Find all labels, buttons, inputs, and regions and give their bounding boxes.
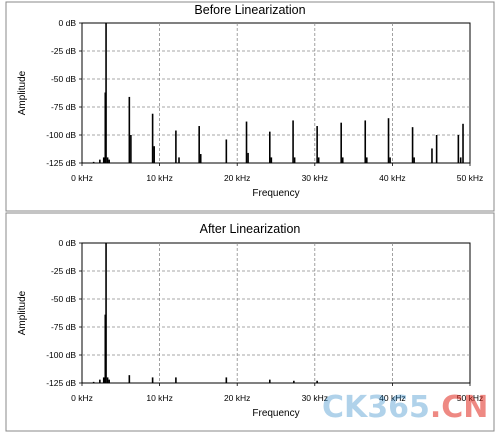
y-tick-label: -25 dB bbox=[51, 266, 76, 276]
y-tick-label: -50 dB bbox=[51, 74, 76, 84]
x-tick-label: 10 kHz bbox=[146, 173, 172, 183]
y-tick-label: 0 dB bbox=[59, 18, 77, 28]
chart-title: Before Linearization bbox=[194, 3, 305, 17]
y-tick-label: -125 dB bbox=[46, 158, 76, 168]
y-tick-label: -25 dB bbox=[51, 46, 76, 56]
x-tick-label: 0 kHz bbox=[71, 173, 93, 183]
y-tick-label: -50 dB bbox=[51, 294, 76, 304]
plot-area bbox=[81, 242, 471, 384]
x-tick-label: 50 kHz bbox=[457, 173, 483, 183]
plot-area bbox=[81, 22, 471, 164]
chart-panel-1: Before Linearization 0 dB -25 dB -50 dB -75 … bbox=[5, 1, 495, 212]
y-tick-label: -75 dB bbox=[51, 102, 76, 112]
y-axis-label: Amplitude bbox=[17, 70, 28, 115]
x-tick-label: 40 kHz bbox=[379, 173, 405, 183]
y-tick-label: 0 dB bbox=[59, 238, 77, 248]
x-tick-label: 30 kHz bbox=[302, 173, 328, 183]
x-axis-label: Frequency bbox=[252, 188, 299, 199]
chart-panel-2: After Linearization 0 dB -25 dB -50 dB -75 d… bbox=[5, 212, 495, 432]
watermark-logo: CK365.CN bbox=[322, 390, 488, 425]
watermark-main-text: CK365 bbox=[322, 390, 430, 425]
y-tick-label: -125 dB bbox=[46, 378, 76, 388]
x-tick-label: 30 kHz bbox=[302, 393, 328, 403]
x-tick-label: 40 kHz bbox=[379, 393, 405, 403]
x-tick-label: 10 kHz bbox=[146, 393, 172, 403]
y-tick-label: -100 dB bbox=[46, 130, 76, 140]
x-tick-label: 50 kHz bbox=[457, 393, 483, 403]
x-axis-label: Frequency bbox=[252, 408, 299, 419]
chart-title: After Linearization bbox=[200, 222, 301, 236]
y-axis-label: Amplitude bbox=[17, 290, 28, 335]
x-tick-label: 0 kHz bbox=[71, 393, 93, 403]
x-tick-label: 20 kHz bbox=[224, 173, 250, 183]
y-tick-label: -100 dB bbox=[46, 350, 76, 360]
y-tick-label: -75 dB bbox=[51, 322, 76, 332]
watermark-suffix-text: .CN bbox=[430, 390, 489, 425]
x-tick-label: 20 kHz bbox=[224, 393, 250, 403]
